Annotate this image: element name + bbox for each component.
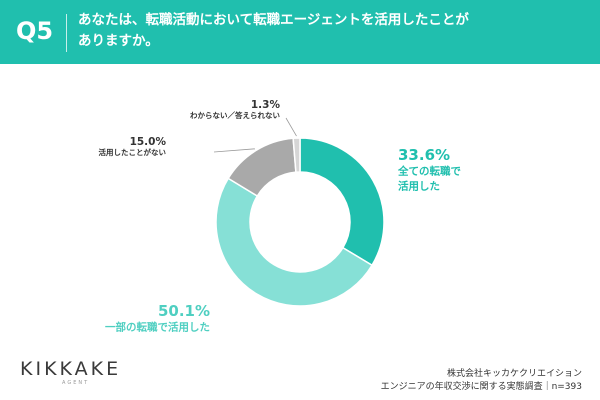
donut-slice-1 [215,177,374,307]
slice-percent-label-1: 50.1% [158,302,210,320]
donut-slice-3 [292,137,301,173]
question-line-2: ありますか。 [78,33,159,49]
kikkake-logo: KIKKAKE [20,358,122,380]
kikkake-logo-sub: AGENT [62,380,90,386]
header-divider [66,14,67,52]
slice-category-label-2-0: 活用したことがない [99,147,167,157]
source-company: 株式会社キッカケクリエイション [446,369,582,379]
slice-category-label-0-0: 全ての転職で [397,164,461,177]
slice-percent-label-2: 15.0% [130,136,167,148]
question-line-1: あなたは、転職活動において転職エージェントを活用したことが [78,12,469,28]
slice-percent-label-3: 1.3% [251,99,281,111]
source-survey: エンジニアの年収交渉に関する実態調査｜n=393 [380,382,582,392]
question-text: あなたは、転職活動において転職エージェントを活用したことが ありますか。 [78,10,578,52]
leader-line-3 [285,117,297,137]
donut-slice-0 [299,137,385,267]
question-number: Q5 [16,17,54,45]
leader-line-2 [213,148,255,153]
slice-category-label-3-0: わからない／答えられない [190,110,280,120]
question-header: Q5 あなたは、転職活動において転職エージェントを活用したことが ありますか。 [0,0,600,64]
slice-category-label-1-0: 一部の転職で活用した [105,320,210,333]
slice-category-label-0-1: 活用した [398,179,440,192]
slice-percent-label-0: 33.6% [398,146,450,164]
